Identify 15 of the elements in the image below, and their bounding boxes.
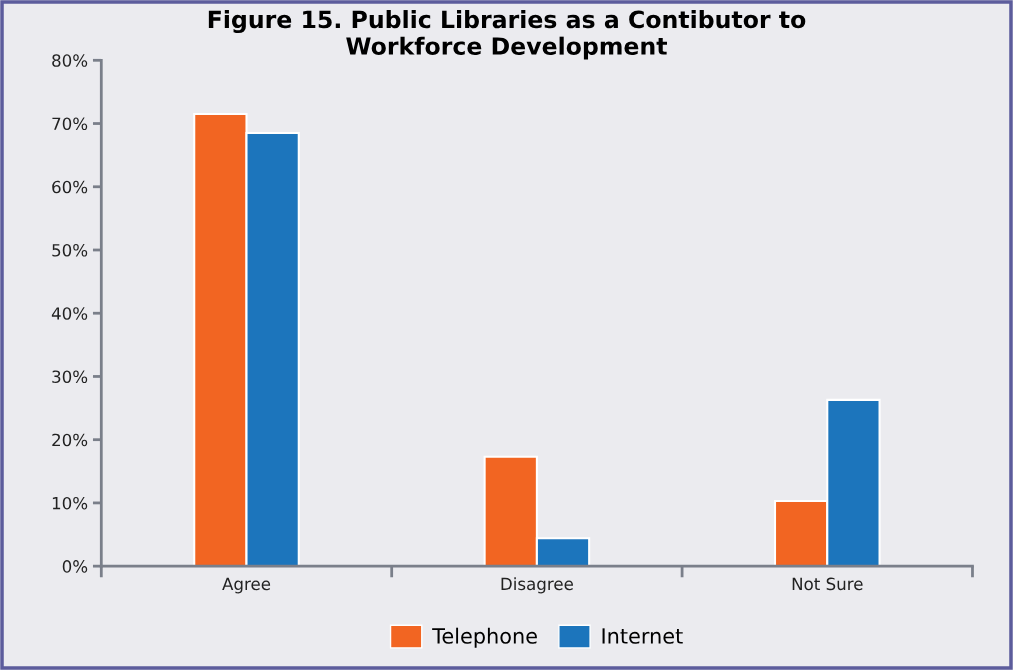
y-tick-label: 60% bbox=[52, 180, 88, 194]
y-tick-label: 50% bbox=[52, 243, 88, 257]
y-tick-label: 40% bbox=[51, 307, 88, 320]
chart-title: Figure 15. Public Libraries as a Contibutor to Workforce Development bbox=[208, 10, 806, 60]
legend-label: Internet bbox=[602, 628, 683, 644]
y-tick-label: 30% bbox=[52, 370, 88, 384]
x-tick-label: Not Sure bbox=[792, 577, 863, 591]
legend-label: Telephone bbox=[432, 627, 537, 648]
y-tick-label: 80% bbox=[52, 54, 88, 67]
x-tick-label: Disagree bbox=[501, 577, 573, 594]
y-tick-label: 70% bbox=[52, 117, 88, 131]
y-tick-label: 10% bbox=[52, 496, 88, 510]
y-tick-label: 0% bbox=[62, 560, 88, 573]
y-tick-label: 20% bbox=[52, 433, 88, 447]
x-tick-label: Agree bbox=[222, 577, 271, 594]
